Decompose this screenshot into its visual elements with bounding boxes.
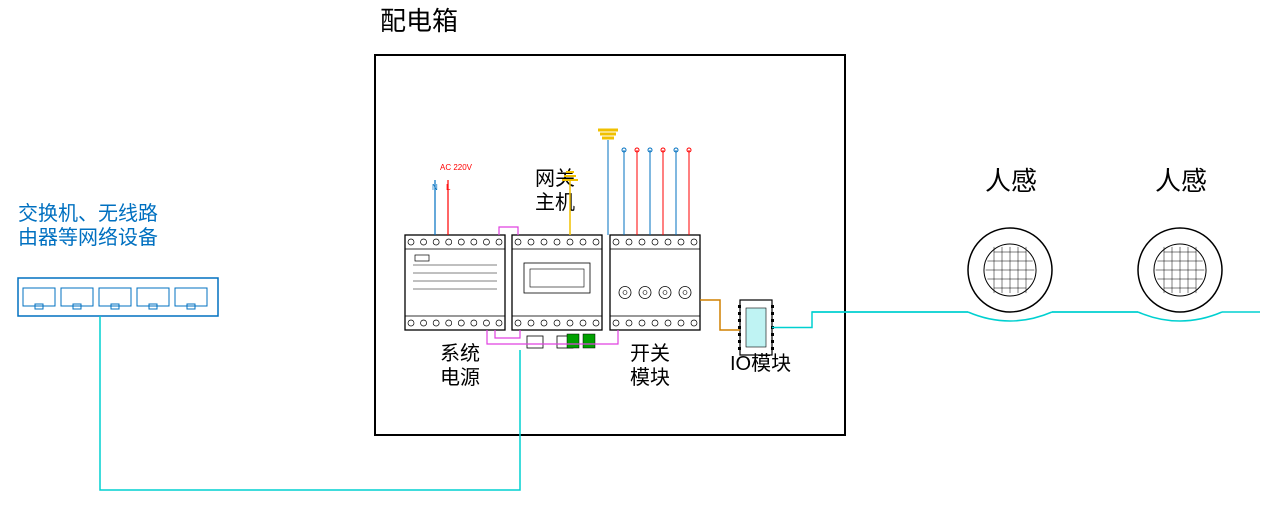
network-switch xyxy=(18,278,218,316)
sensor-cable xyxy=(1138,312,1222,321)
ac-l-label: L xyxy=(446,183,451,192)
network-label-line1: 交换机、无线路 xyxy=(18,202,158,225)
rj45-port xyxy=(99,288,131,306)
motion-sensor-2 xyxy=(1138,228,1222,312)
psu-label-line2: 电源 xyxy=(440,366,480,389)
distribution-box-title: 配电箱 xyxy=(380,6,458,36)
rj45-port xyxy=(175,288,207,306)
motion-sensor-1 xyxy=(968,228,1052,312)
gateway-port xyxy=(527,336,543,348)
ac-n-label: N xyxy=(432,183,438,192)
dc-bus-wire xyxy=(495,330,520,338)
sensor1-label: 人感 xyxy=(985,166,1037,196)
network-label-line2: 由器等网络设备 xyxy=(18,226,158,249)
switch-label-line2: 模块 xyxy=(630,366,670,389)
sensor-cable xyxy=(968,312,1052,321)
rj45-port xyxy=(23,288,55,306)
ac-220v-tag: AC 220V xyxy=(440,163,473,172)
dc-bus-wire xyxy=(499,227,518,235)
sensor-cable xyxy=(772,312,968,328)
gateway-label-line1: 网关 xyxy=(535,167,575,190)
terminal-block xyxy=(583,334,595,348)
rj45-port xyxy=(137,288,169,306)
gateway-host-module xyxy=(512,235,602,330)
terminal-block xyxy=(567,334,579,348)
rs485-bus xyxy=(700,300,740,330)
gateway-label-line2: 主机 xyxy=(535,191,575,214)
io-module-label: IO模块 xyxy=(730,352,791,375)
system-power-module xyxy=(405,235,505,330)
switch-label-line1: 开关 xyxy=(630,342,670,365)
sensor2-label: 人感 xyxy=(1155,166,1207,196)
io-module xyxy=(738,300,774,355)
psu-label-line1: 系统 xyxy=(440,342,480,365)
rj45-port xyxy=(61,288,93,306)
dc-bus-wire xyxy=(487,330,618,344)
switch-module xyxy=(610,235,700,330)
